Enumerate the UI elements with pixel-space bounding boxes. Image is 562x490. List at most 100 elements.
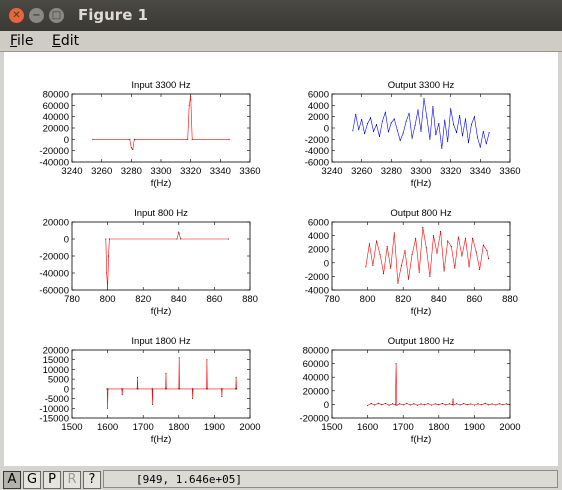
chart-6-point	[395, 363, 397, 365]
grid-button[interactable]: G	[23, 471, 41, 489]
chart-5-point	[221, 388, 222, 390]
chart-4-point	[418, 271, 420, 273]
chart-6-ytick-label: 80000	[303, 346, 329, 357]
chart-2-point	[367, 123, 369, 124]
chart-3-xtick-label: 860	[206, 294, 222, 305]
chart-1-ytick-label: -40000	[39, 158, 69, 169]
chart-5-point	[221, 396, 223, 398]
chart-5-point	[121, 394, 123, 396]
chart-4-ytick-label: -4000	[305, 286, 329, 297]
chart-6-xlabel: f(Hz)	[411, 434, 432, 445]
chart-6-xtick-label: 1800	[428, 422, 449, 433]
chart-2-point	[361, 119, 363, 120]
chart-6-xtick-label: 2000	[499, 422, 520, 433]
chart-5-series-1-line	[106, 357, 237, 409]
chart-2-point	[447, 141, 449, 143]
chart-6-point	[484, 403, 486, 404]
maximize-button[interactable]: □	[49, 8, 64, 23]
chart-6-point	[396, 404, 398, 406]
chart-3-xtick-label: 880	[242, 294, 258, 305]
chart-2-point	[352, 130, 354, 132]
chart-5-point	[192, 398, 194, 400]
rotate-button: R	[63, 471, 81, 489]
chart-5-xlabel: f(Hz)	[151, 434, 172, 445]
chart-2-point	[364, 133, 366, 135]
chart-4-ytick-label: 6000	[308, 218, 329, 229]
chart-5-point	[165, 388, 167, 390]
window-title: Figure 1	[78, 6, 149, 24]
chart-2-point	[456, 132, 458, 133]
chart-3-xtick-label: 780	[64, 294, 80, 305]
chart-6-axes-box	[331, 349, 511, 419]
chart-5-point	[152, 388, 154, 390]
chart-2-point	[387, 131, 389, 133]
chart-3-point	[228, 238, 230, 240]
chart-3-ytick-label: 0	[64, 235, 69, 246]
chart-4-point	[408, 278, 409, 280]
chart-5-ytick-label: 10000	[43, 365, 69, 376]
menu-file[interactable]: File	[10, 33, 34, 49]
chart-4-point	[383, 273, 385, 275]
chart-2-point	[402, 132, 404, 134]
status-bar: A G P R ? [949, 1.646e+05]	[0, 468, 562, 490]
chart-2-ytick-label: 2000	[308, 112, 329, 123]
chart-4-point	[404, 250, 406, 252]
close-button[interactable]: ✕	[9, 8, 24, 23]
chart-3-title: Input 800 Hz	[134, 208, 188, 219]
chart-6-point	[399, 403, 401, 405]
chart-1-point	[191, 138, 193, 140]
chart-6-point	[388, 404, 390, 406]
chart-6-point	[402, 404, 404, 406]
chart-2-point	[459, 115, 461, 116]
chart-3-point	[107, 289, 109, 291]
chart-1-point	[228, 138, 230, 140]
chart-6-point	[498, 403, 500, 405]
coordinates-readout: [949, 1.646e+05]	[103, 470, 558, 488]
chart-4-point	[372, 265, 374, 266]
chart-5-axes-box	[71, 349, 251, 419]
chart-6-point	[409, 404, 411, 406]
chart-5-point	[151, 388, 153, 390]
chart-4-xlabel: f(Hz)	[411, 306, 432, 317]
chart-2-point	[441, 147, 443, 149]
chart-4-series-1-line	[365, 227, 489, 284]
menu-edit[interactable]: Edit	[52, 33, 80, 49]
chart-1-xtick-label: 3240	[61, 166, 82, 177]
chart-3-point	[180, 238, 182, 240]
autoscale-button[interactable]: A	[3, 471, 21, 489]
chart-2-point	[444, 119, 446, 121]
chart-6-point	[481, 404, 482, 406]
chart-2-xlabel: f(Hz)	[411, 178, 432, 189]
chart-2-point	[355, 113, 357, 115]
chart-6-point	[451, 404, 453, 406]
chart-4-xtick-label: 800	[360, 294, 376, 305]
chart-4-point	[482, 244, 484, 246]
chart-1-ytick-label: 60000	[43, 101, 69, 112]
chart-4-point	[468, 266, 470, 268]
chart-2-point	[468, 142, 469, 144]
chart-5-point	[191, 388, 193, 390]
chart-3-xtick-label: 820	[135, 294, 151, 305]
help-button[interactable]: ?	[83, 471, 101, 489]
figure-canvas[interactable]: Input 3300 Hz f(Hz) 3240 3260 3280 3300 3320 33…	[4, 52, 558, 466]
chart-5-ytick-label: 20000	[43, 346, 69, 357]
chart-5-point	[178, 388, 180, 390]
chart-2-point	[396, 129, 398, 131]
chart-5-point	[206, 388, 208, 390]
chart-2-point	[417, 109, 419, 111]
plots-area: Input 3300 Hz f(Hz) 3240 3260 3280 3300 3320 33…	[39, 80, 520, 445]
chart-5-point	[206, 359, 208, 361]
chart-2-point	[485, 143, 487, 145]
chart-5-ytick-label: 15000	[43, 355, 69, 366]
chart-4-point	[376, 240, 377, 242]
chart-4-point	[429, 275, 431, 277]
pan-button[interactable]: P	[43, 471, 61, 489]
chart-2-point	[408, 112, 410, 114]
chart-1-xtick-label: 3340	[210, 166, 231, 177]
chart-6-point	[416, 404, 418, 406]
chart-1-xtick-label: 3300	[150, 166, 171, 177]
chart-5-point	[106, 388, 108, 390]
minimize-button[interactable]: −	[29, 8, 44, 23]
chart-5-point	[165, 388, 167, 390]
chart-2-xtick-label: 3260	[351, 166, 372, 177]
